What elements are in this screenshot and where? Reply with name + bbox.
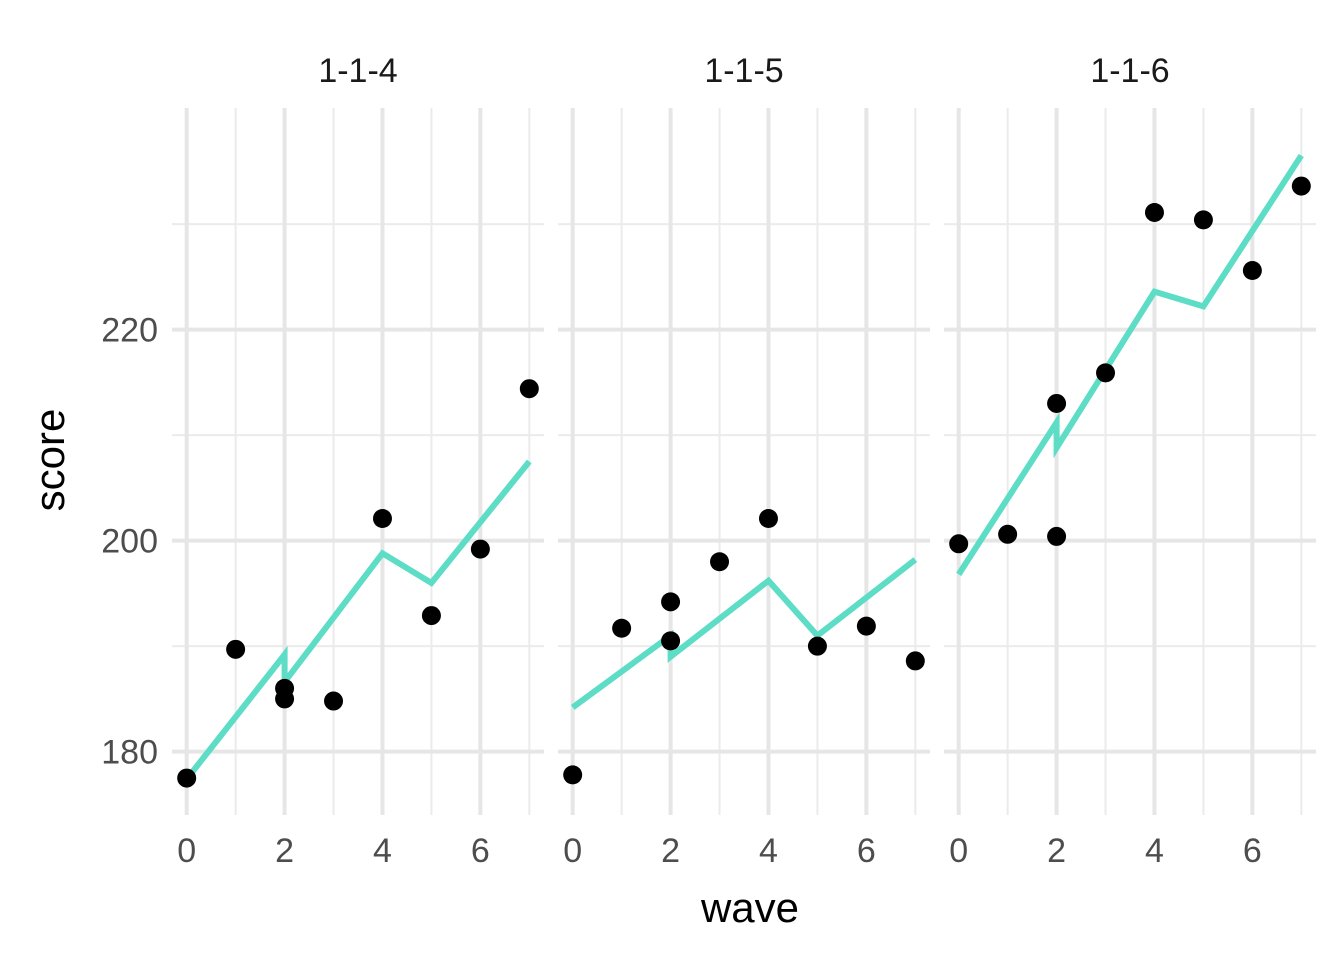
x-tick-label: 2 bbox=[661, 832, 680, 870]
data-point bbox=[807, 636, 827, 656]
data-point bbox=[177, 768, 197, 788]
data-point bbox=[372, 508, 392, 528]
fitted-line bbox=[956, 153, 1304, 577]
x-tick-label: 2 bbox=[1047, 832, 1066, 870]
data-point bbox=[1242, 261, 1262, 281]
data-point bbox=[998, 524, 1018, 544]
panels: 1-1-4 0 2 4 6 1-1-5 0 2 4 6 1-1-6 0 2 4 6 bbox=[172, 52, 1316, 870]
panel-title: 1-1-6 bbox=[1090, 52, 1169, 90]
data-point bbox=[226, 639, 246, 659]
x-tick-label: 6 bbox=[471, 832, 490, 870]
data-point bbox=[856, 616, 876, 636]
data-point bbox=[661, 631, 681, 651]
data-point bbox=[1096, 363, 1116, 383]
x-tick-label: 0 bbox=[177, 832, 196, 870]
x-axis-title: wave bbox=[700, 884, 799, 931]
data-point bbox=[758, 508, 778, 528]
data-point bbox=[324, 691, 344, 711]
data-point bbox=[612, 618, 632, 638]
data-point bbox=[661, 592, 681, 612]
y-tick-label: 200 bbox=[101, 523, 158, 561]
data-point bbox=[275, 689, 295, 709]
data-point bbox=[1193, 210, 1213, 230]
data-point bbox=[563, 765, 583, 785]
x-tick-label: 6 bbox=[1243, 832, 1262, 870]
panel-1-1-4: 1-1-4 0 2 4 6 bbox=[172, 52, 544, 870]
x-tick-label: 6 bbox=[857, 832, 876, 870]
y-axis-title: score bbox=[26, 409, 73, 512]
data-point bbox=[949, 534, 969, 554]
data-point bbox=[1144, 202, 1164, 222]
panel-title: 1-1-4 bbox=[318, 52, 397, 90]
fitted-line bbox=[570, 557, 918, 710]
y-tick-labels: 180 200 220 bbox=[101, 312, 158, 772]
data-point bbox=[1291, 176, 1311, 196]
x-tick-label: 4 bbox=[373, 832, 392, 870]
x-tick-label: 4 bbox=[759, 832, 778, 870]
panel-1-1-5: 1-1-5 0 2 4 6 bbox=[558, 52, 930, 870]
data-point bbox=[905, 651, 925, 671]
panel-title: 1-1-5 bbox=[704, 52, 783, 90]
y-tick-label: 220 bbox=[101, 312, 158, 350]
data-point bbox=[1047, 393, 1067, 413]
panel-1-1-6: 1-1-6 0 2 4 6 bbox=[944, 52, 1316, 870]
data-point bbox=[519, 379, 539, 399]
x-tick-label: 4 bbox=[1145, 832, 1164, 870]
x-tick-label: 0 bbox=[563, 832, 582, 870]
x-tick-label: 0 bbox=[949, 832, 968, 870]
data-point bbox=[470, 539, 490, 559]
data-point bbox=[1047, 526, 1067, 546]
y-tick-label: 180 bbox=[101, 734, 158, 772]
fitted-line bbox=[184, 459, 532, 781]
data-point bbox=[421, 606, 441, 626]
x-tick-label: 2 bbox=[275, 832, 294, 870]
data-point bbox=[710, 552, 730, 572]
